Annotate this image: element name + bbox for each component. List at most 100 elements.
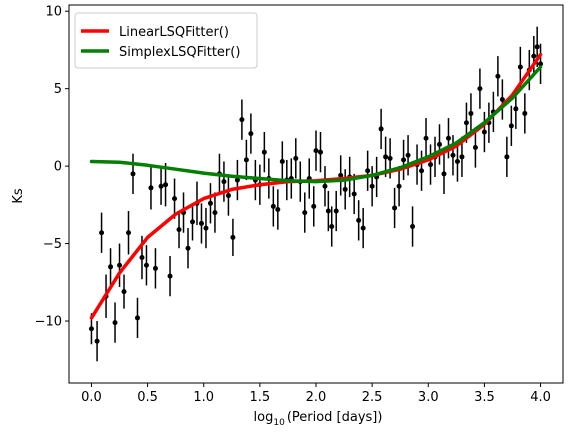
data-point	[513, 106, 519, 112]
data-point	[445, 135, 451, 141]
data-point	[329, 224, 335, 230]
data-point	[221, 179, 227, 185]
data-point	[190, 219, 195, 225]
x-axis-label: log10 (Period [days])	[254, 410, 383, 428]
data-point	[369, 183, 375, 189]
data-point	[163, 182, 169, 188]
data-point	[248, 131, 254, 137]
y-tick-label: 0	[54, 160, 62, 175]
x-axis-label-main: log	[254, 410, 274, 425]
data-point	[108, 264, 114, 270]
x-tick-label: 0.0	[81, 390, 102, 405]
data-point	[454, 158, 460, 164]
data-point	[383, 154, 389, 160]
y-tick-label: −10	[35, 315, 62, 330]
x-tick-label: 3.0	[418, 390, 439, 405]
data-point	[317, 149, 323, 155]
data-point	[508, 123, 514, 129]
data-point	[477, 86, 483, 92]
data-point	[441, 171, 447, 177]
y-tick-label: 10	[45, 5, 62, 20]
data-point	[279, 158, 285, 164]
data-point	[239, 117, 245, 123]
x-axis-label-rest: (Period [days])	[287, 410, 383, 425]
data-point	[117, 262, 123, 268]
data-point	[468, 110, 474, 116]
simplex-fit-line	[89, 65, 543, 184]
data-point	[176, 227, 182, 233]
legend: LinearLSQFitter() SimplexLSQFitter()	[74, 12, 258, 69]
legend-label-linear: LinearLSQFitter()	[119, 25, 229, 40]
x-tick-label: 4.0	[530, 390, 551, 405]
data-point	[198, 220, 204, 226]
data-point	[207, 200, 213, 206]
x-tick-label: 1.0	[193, 390, 214, 405]
data-point	[158, 183, 164, 189]
plot-area	[88, 26, 544, 362]
data-point	[311, 203, 317, 209]
data-point	[405, 152, 411, 158]
data-point	[387, 155, 393, 161]
y-tick-label: −5	[43, 237, 62, 252]
data-point	[261, 149, 267, 155]
data-point	[94, 338, 100, 344]
data-point	[459, 154, 465, 160]
data-point	[275, 206, 281, 212]
data-point	[504, 154, 510, 160]
data-point	[325, 208, 331, 214]
data-point	[130, 171, 136, 177]
data-point	[225, 193, 231, 199]
x-tick-label: 1.5	[250, 390, 271, 405]
data-point	[134, 315, 140, 321]
data-point	[148, 185, 154, 191]
data-point	[499, 97, 505, 102]
data-point	[342, 186, 348, 192]
data-point	[212, 210, 218, 216]
data-point	[517, 64, 523, 70]
data-point	[112, 320, 118, 326]
data-point	[293, 155, 299, 161]
legend-box	[74, 12, 258, 69]
data-point	[99, 230, 105, 236]
data-point	[322, 183, 328, 189]
x-tick-label: 0.5	[137, 390, 158, 405]
data-point	[522, 110, 528, 116]
data-point	[338, 172, 344, 178]
data-point	[419, 168, 425, 174]
data-point	[243, 157, 249, 163]
data-point	[167, 273, 173, 279]
data-point	[495, 73, 501, 79]
data-point	[531, 53, 537, 59]
y-axis-label: Ks	[11, 188, 26, 204]
data-point	[121, 289, 127, 295]
data-point	[365, 168, 371, 174]
data-point	[356, 217, 362, 223]
data-point	[428, 162, 434, 168]
data-point	[481, 129, 487, 135]
data-point	[152, 265, 158, 271]
y-tick-label: 5	[54, 82, 62, 97]
data-point	[203, 225, 209, 231]
legend-label-simplex: SimplexLSQFitter()	[119, 45, 240, 60]
data-point	[172, 196, 178, 202]
data-point	[437, 141, 442, 147]
data-point	[463, 120, 469, 126]
data-point	[410, 224, 416, 230]
data-point	[472, 145, 478, 151]
data-point	[185, 245, 191, 251]
data-point	[378, 126, 384, 132]
data-point	[230, 234, 236, 240]
data-point	[360, 225, 366, 231]
data-point	[143, 262, 149, 268]
data-point	[139, 255, 145, 261]
y-axis-ticks: −10 −5 0 5 10	[35, 5, 69, 330]
data-point	[396, 183, 402, 189]
data-point	[270, 203, 276, 209]
x-axis-label-subscript: 10	[273, 418, 285, 428]
data-point	[534, 44, 540, 50]
fit-lines	[89, 52, 543, 320]
data-point	[88, 326, 94, 332]
data-point	[126, 230, 132, 236]
